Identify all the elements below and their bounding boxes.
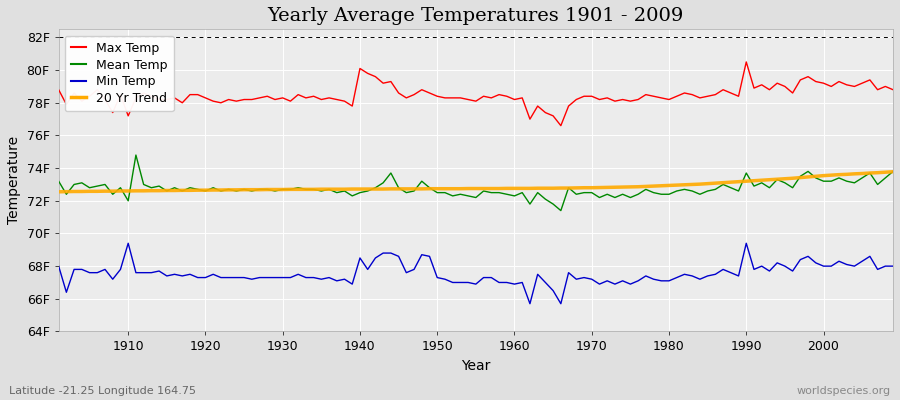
Legend: Max Temp, Mean Temp, Min Temp, 20 Yr Trend: Max Temp, Mean Temp, Min Temp, 20 Yr Tre… [65,36,174,111]
Text: Latitude -21.25 Longitude 164.75: Latitude -21.25 Longitude 164.75 [9,386,196,396]
Text: worldspecies.org: worldspecies.org [796,386,891,396]
Title: Yearly Average Temperatures 1901 - 2009: Yearly Average Temperatures 1901 - 2009 [267,7,684,25]
Y-axis label: Temperature: Temperature [7,136,21,224]
X-axis label: Year: Year [461,359,491,373]
